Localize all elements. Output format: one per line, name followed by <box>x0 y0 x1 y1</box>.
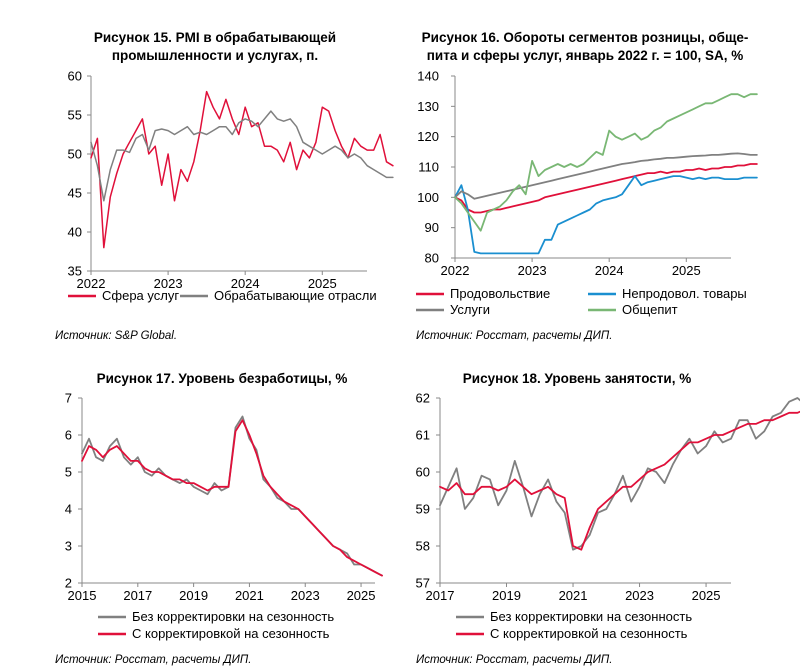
c16-series-line-1 <box>454 163 758 214</box>
c15-source-note: Источник: S&P Global. <box>55 330 177 342</box>
c15-title-line-1: Рисунок 15. PMI в обрабатывающей <box>94 30 336 45</box>
c15-y-tick-label: 45 <box>68 186 82 201</box>
c16-x-tick-label: 2024 <box>595 263 624 278</box>
c16-y-tick-label: 110 <box>418 160 439 175</box>
c18-series-line-1 <box>439 397 800 551</box>
c16-chart: Рисунок 16. Обороты сегментов розницы, о… <box>416 30 758 342</box>
c16-source-note: Источник: Росстат, расчеты ДИП. <box>416 330 612 342</box>
c15-x-tick-label: 2024 <box>231 276 260 291</box>
c17-x-tick-label: 2025 <box>347 588 376 603</box>
c15-y-tick-label: 50 <box>68 147 82 162</box>
c17-x-tick-label: 2021 <box>235 588 264 603</box>
c18-legend-label: Без корректировки на сезонность <box>490 609 692 624</box>
c18-x-tick-label: 2017 <box>426 588 455 603</box>
c18-x-tick-label: 2023 <box>625 588 654 603</box>
c16-y-tick-label: 130 <box>417 99 439 114</box>
c16-x-tick-label: 2022 <box>441 263 470 278</box>
c18-legend-label: С корректировкой на сезонность <box>490 626 688 641</box>
c16-title-line-1: Рисунок 16. Обороты сегментов розницы, о… <box>422 30 749 45</box>
c17-x-tick-label: 2015 <box>68 588 97 603</box>
c18-x-tick-label: 2021 <box>559 588 588 603</box>
c15-series-line-2 <box>90 110 394 202</box>
c16-legend-label: Общепит <box>622 302 678 317</box>
c16-legend-label: Продовольствие <box>450 286 550 301</box>
c18-y-tick-label: 58 <box>416 539 430 554</box>
c15-y-tick-label: 40 <box>68 225 82 240</box>
c15-y-tick-label: 55 <box>68 108 82 123</box>
c17-legend-label: С корректировкой на сезонность <box>132 626 330 641</box>
c16-y-tick-label: 90 <box>425 220 439 235</box>
c16-legend-label: Услуги <box>450 302 490 317</box>
c15-chart: Рисунок 15. PMI в обрабатывающей промышле… <box>55 30 394 342</box>
c18-y-tick-label: 62 <box>416 391 430 406</box>
c17-y-tick-label: 5 <box>65 465 72 480</box>
c17-chart: Рисунок 17. Уровень безработицы, % 2 3 4 5 6 7… <box>55 371 383 666</box>
c16-legend-label: Непродовол. товары <box>622 286 747 301</box>
c17-x-tick-label: 2017 <box>123 588 152 603</box>
c17-y-tick-label: 7 <box>65 391 72 406</box>
c17-y-tick-label: 3 <box>65 539 72 554</box>
c18-chart: Рисунок 18. Уровень занятости, % 57 58 59 60… <box>416 371 800 666</box>
c17-source-note: Источник: Росстат, расчеты ДИП. <box>55 654 251 666</box>
c18-x-tick-label: 2019 <box>492 588 521 603</box>
c16-y-tick-label: 100 <box>417 190 439 205</box>
c15-title-line-2: промышленности и услугах, п. <box>112 48 318 63</box>
c18-source-note: Источник: Росстат, расчеты ДИП. <box>416 654 612 666</box>
c17-legend-label: Без корректировки на сезонность <box>132 609 334 624</box>
c16-y-tick-label: 80 <box>425 251 439 266</box>
c15-x-tick-label: 2023 <box>154 276 183 291</box>
c17-series-line-1 <box>81 415 383 577</box>
c16-x-tick-label: 2025 <box>672 263 701 278</box>
c17-x-tick-label: 2019 <box>179 588 208 603</box>
c17-y-tick-label: 4 <box>65 502 72 517</box>
c17-y-tick-label: 6 <box>65 428 72 443</box>
c18-y-tick-label: 60 <box>416 465 430 480</box>
c15-legend-label: Сфера услуг <box>102 288 179 303</box>
c16-series-line-3 <box>454 152 758 200</box>
c15-y-tick-label: 35 <box>68 264 82 279</box>
c18-y-tick-label: 57 <box>416 576 430 591</box>
c15-series-line-1 <box>90 90 394 249</box>
c17-series-line-2 <box>81 419 383 577</box>
c16-y-tick-label: 140 <box>417 69 439 84</box>
c18-x-tick-label: 2025 <box>692 588 721 603</box>
c18-title-line-1: Рисунок 18. Уровень занятости, % <box>463 371 691 386</box>
c15-x-tick-label: 2022 <box>77 276 106 291</box>
c15-legend-label: Обрабатывающие отрасли <box>214 288 377 303</box>
c18-y-tick-label: 59 <box>416 502 430 517</box>
c16-title-line-2: пита и сферы услуг, январь 2022 г. = 100… <box>427 48 744 63</box>
c17-x-tick-label: 2023 <box>291 588 320 603</box>
c16-series-line-4 <box>454 93 758 232</box>
c17-title-line-1: Рисунок 17. Уровень безработицы, % <box>97 371 348 386</box>
c15-y-tick-label: 60 <box>68 69 82 84</box>
c15-x-tick-label: 2025 <box>308 276 337 291</box>
c16-series-line-2 <box>454 175 758 255</box>
c16-x-tick-label: 2023 <box>518 263 547 278</box>
c16-y-tick-label: 120 <box>417 129 439 144</box>
c18-series-line-2 <box>439 410 800 551</box>
c18-y-tick-label: 61 <box>416 428 430 443</box>
c17-y-tick-label: 2 <box>65 576 72 591</box>
